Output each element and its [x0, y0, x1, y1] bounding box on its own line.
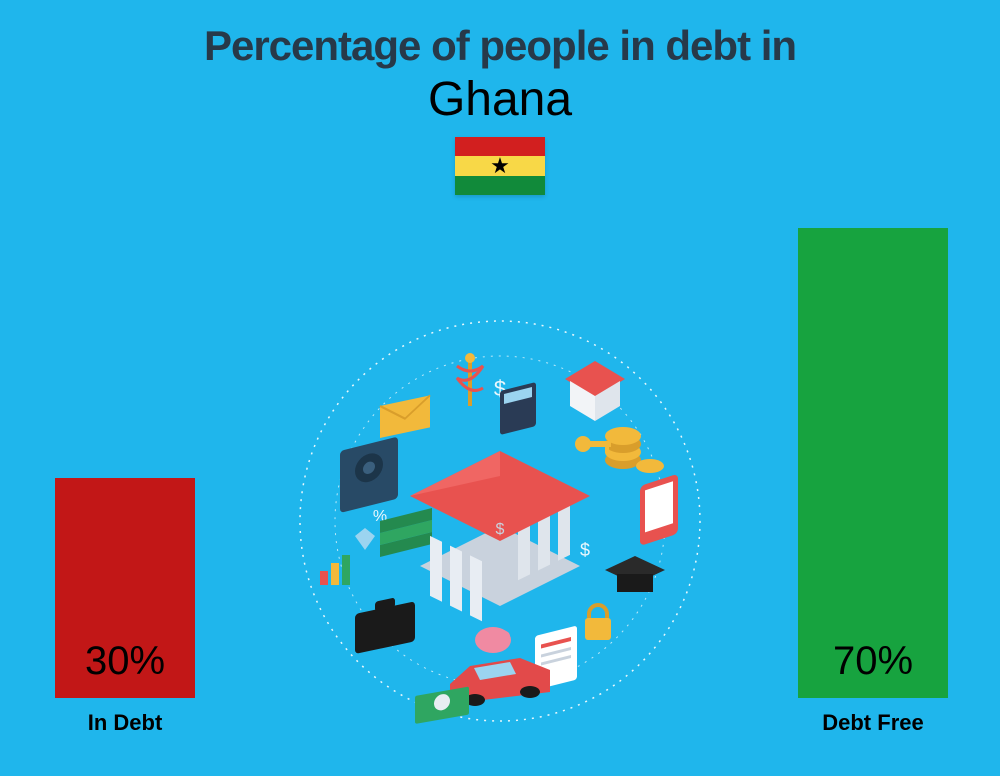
- bar-label-in-debt: In Debt: [88, 710, 163, 736]
- flag-star-icon: ★: [490, 155, 510, 177]
- money-stack-icon: [380, 508, 432, 557]
- page-title: Percentage of people in debt in: [0, 0, 1000, 70]
- bar-debt-free: 70%: [798, 228, 948, 698]
- dollar-icon: $: [580, 540, 590, 560]
- coins-icon: [605, 427, 664, 473]
- bar-chart-icon: [320, 555, 350, 585]
- diamond-icon: [355, 528, 375, 550]
- money-bill-icon: [415, 686, 469, 724]
- graduation-cap-icon: [605, 556, 665, 592]
- safe-icon: [340, 437, 398, 513]
- chart-area: 30% In Debt 70% Debt Free $ $ $ %: [0, 236, 1000, 776]
- bar-value-in-debt: 30%: [55, 639, 195, 684]
- briefcase-icon: [355, 597, 415, 654]
- bank-building-icon: $: [410, 451, 590, 621]
- piggy-bank-icon: [475, 627, 511, 653]
- bar-in-debt: 30%: [55, 478, 195, 698]
- house-icon: [565, 361, 625, 421]
- bar-group-in-debt: 30% In Debt: [55, 478, 195, 736]
- ghana-flag: ★: [455, 137, 545, 195]
- flag-stripe-bot: [455, 176, 545, 195]
- lock-icon: [585, 605, 611, 640]
- page-subtitle: Ghana: [0, 72, 1000, 127]
- key-icon: [575, 436, 611, 453]
- finance-illustration: $ $ $ %: [285, 306, 715, 736]
- calculator-icon: [500, 382, 536, 435]
- bar-label-debt-free: Debt Free: [822, 710, 923, 736]
- bar-value-debt-free: 70%: [798, 639, 948, 684]
- bar-group-debt-free: 70% Debt Free: [798, 228, 948, 736]
- dollar-icon: $: [496, 521, 505, 538]
- envelope-icon: [380, 395, 430, 438]
- phone-icon: [640, 474, 678, 546]
